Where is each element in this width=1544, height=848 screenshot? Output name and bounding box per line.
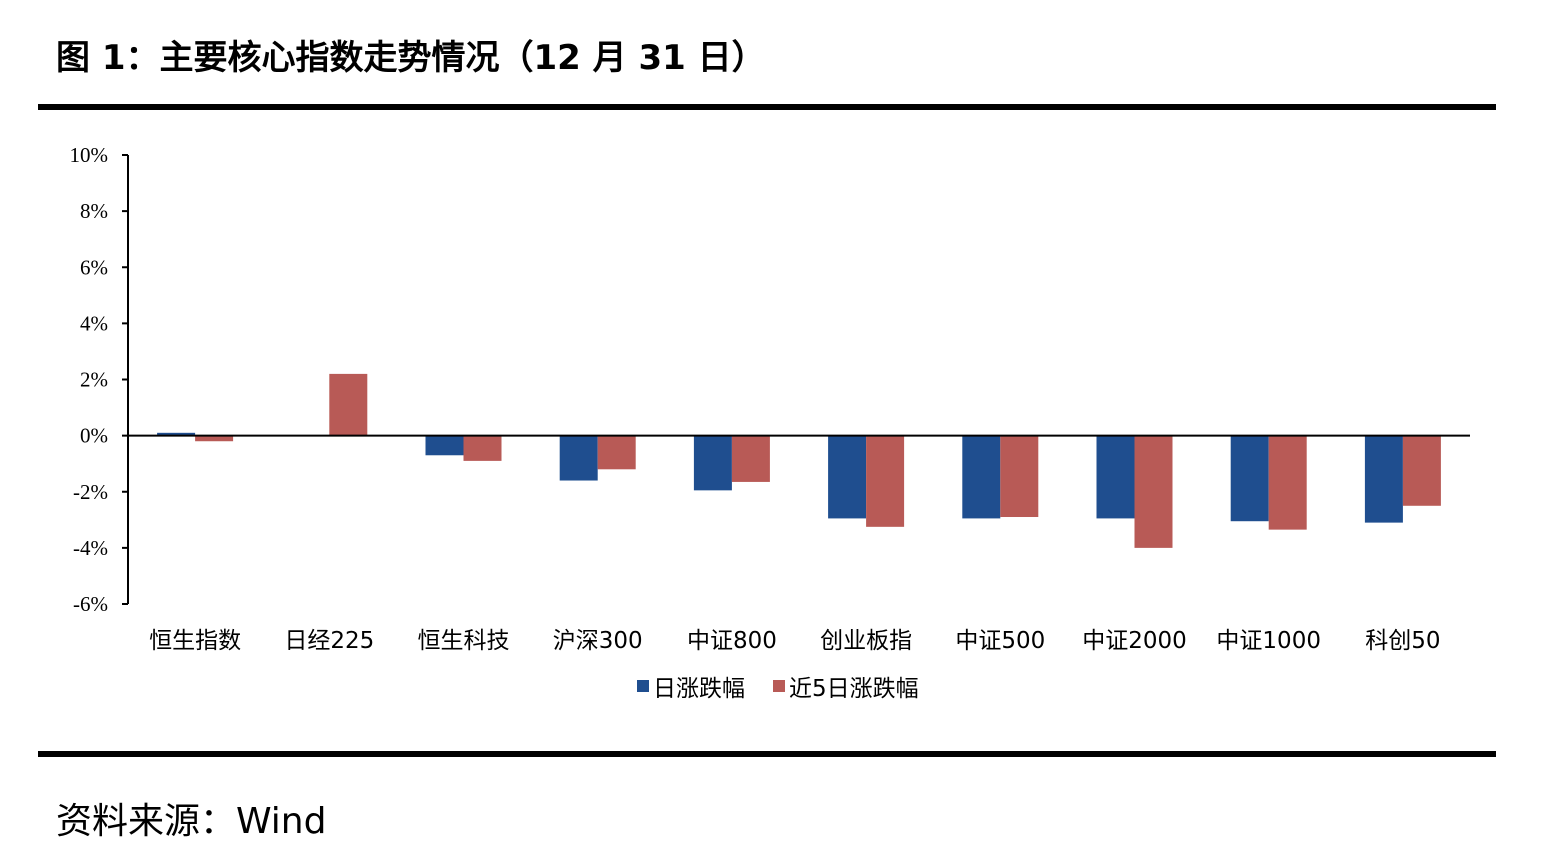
bar-daily (425, 435, 464, 456)
x-category-label: 中证800 (687, 628, 777, 654)
x-category-label: 恒生科技 (418, 628, 510, 654)
y-tick-label: 8% (80, 199, 108, 223)
bottom-rule (38, 751, 1496, 757)
bar-five-day (866, 435, 905, 527)
y-tick-label: 0% (80, 424, 108, 448)
y-tick-label: 4% (80, 311, 108, 335)
top-rule (38, 104, 1496, 110)
legend-label: 日涨跌幅 (653, 676, 745, 702)
bar-daily (559, 435, 598, 481)
y-tick-label: 2% (80, 368, 108, 392)
chart-title: 图 1：主要核心指数走势情况（12 月 31 日） (56, 38, 766, 78)
bar-five-day (731, 435, 770, 482)
source-note: 资料来源：Wind (56, 801, 327, 842)
y-tick-label: -2% (73, 480, 108, 504)
y-axis: 10% 8% 6% 4% 2% 0% -2% -4% -6% (70, 143, 129, 616)
y-tick-label: -6% (73, 592, 108, 616)
bars (157, 373, 1441, 548)
bar-daily (1096, 435, 1135, 519)
bar-five-day (195, 435, 234, 442)
y-tick-label: 6% (80, 255, 108, 279)
x-category-label: 创业板指 (820, 628, 912, 654)
bar-daily (962, 435, 1001, 519)
bar-five-day (1268, 435, 1307, 530)
bar-five-day (1000, 435, 1039, 518)
bar-five-day (597, 435, 636, 470)
legend-swatch (637, 680, 649, 692)
bar-daily (1230, 435, 1269, 522)
y-tick-label: -4% (73, 536, 108, 560)
x-category-label: 恒生指数 (149, 628, 241, 654)
legend-label: 近5日涨跌幅 (789, 676, 919, 702)
x-axis-labels: 恒生指数 日经225 恒生科技 沪深300 中证800 创业板指 中证500 中证2000 中证… (149, 628, 1440, 654)
bar-five-day (1402, 435, 1441, 506)
bar-five-day (329, 373, 368, 436)
x-category-label: 日经225 (284, 628, 374, 654)
bar-five-day (463, 435, 502, 461)
x-category-label: 中证500 (955, 628, 1045, 654)
bar-daily (828, 435, 867, 519)
bar-daily (157, 432, 196, 436)
x-category-label: 沪深300 (553, 628, 643, 654)
bar-daily (693, 435, 732, 491)
legend: 日涨跌幅 近5日涨跌幅 (637, 676, 919, 702)
x-category-label: 科创50 (1365, 628, 1440, 654)
x-category-label: 中证1000 (1216, 628, 1321, 654)
bar-five-day (1134, 435, 1173, 548)
legend-swatch (773, 680, 785, 692)
y-tick-label: 10% (70, 143, 109, 167)
bar-daily (1364, 435, 1403, 523)
x-category-label: 中证2000 (1082, 628, 1187, 654)
